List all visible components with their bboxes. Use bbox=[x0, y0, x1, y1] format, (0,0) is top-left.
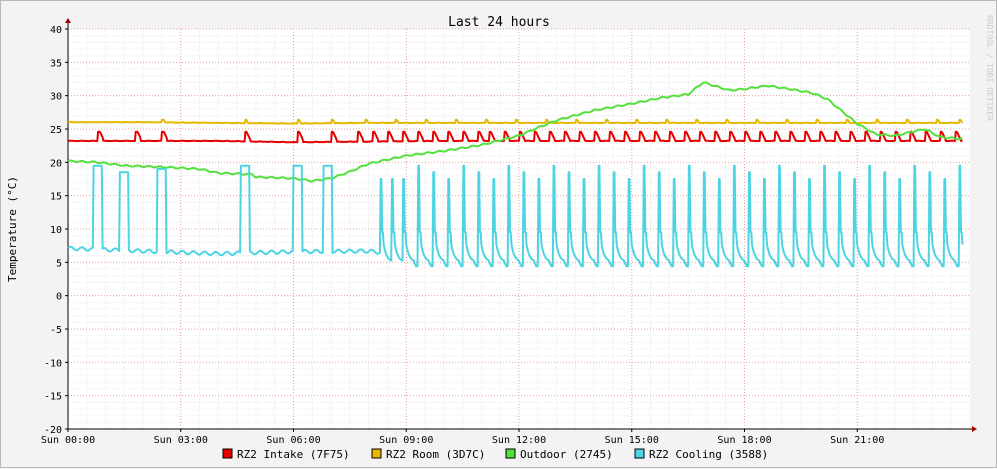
legend-swatch bbox=[505, 448, 516, 459]
y-tick-label: 30 bbox=[50, 92, 62, 103]
y-tick-label: 0 bbox=[56, 292, 62, 303]
series-line-rz2-room-3d7c bbox=[67, 118, 964, 125]
x-tick-label: Sun 21:00 bbox=[830, 435, 884, 446]
x-tick-label: Sun 12:00 bbox=[492, 435, 546, 446]
series-lines bbox=[67, 81, 964, 268]
y-axis-label: Temperature (°C) bbox=[6, 176, 19, 282]
series-line-outdoor-2745 bbox=[67, 81, 963, 183]
x-tick-label: Sun 03:00 bbox=[154, 435, 208, 446]
legend-swatch bbox=[371, 448, 382, 459]
y-tick-label: 10 bbox=[50, 225, 62, 236]
legend-swatch bbox=[634, 448, 645, 459]
legend: RZ2 Intake (7F75) RZ2 Room (3D7C) Outdoor … bbox=[222, 448, 768, 461]
chart-title: Last 24 hours bbox=[448, 15, 550, 30]
y-tick-label: 5 bbox=[56, 258, 62, 269]
x-tick-label: Sun 15:00 bbox=[605, 435, 659, 446]
y-tick-label: -15 bbox=[44, 392, 62, 403]
legend-swatch bbox=[222, 448, 233, 459]
x-tick-labels: Sun 00:00 Sun 03:00 Sun 06:00 Sun 09:00 Sun … bbox=[41, 429, 884, 446]
y-tick-label: 20 bbox=[50, 158, 62, 169]
x-tick-label: Sun 09:00 bbox=[379, 435, 433, 446]
watermark: RRDTOOL / TOBI OETIKER bbox=[985, 15, 994, 121]
y-axis-arrow bbox=[65, 18, 71, 23]
series-line-rz2-cooling-3588 bbox=[67, 164, 964, 268]
y-tick-label: -20 bbox=[44, 425, 62, 436]
x-tick-label: Sun 18:00 bbox=[717, 435, 771, 446]
y-tick-label: -10 bbox=[44, 358, 62, 369]
legend-label: RZ2 Intake (7F75) bbox=[237, 448, 350, 461]
series-line-rz2-intake-7f75 bbox=[67, 130, 963, 144]
y-tick-label: 25 bbox=[50, 125, 62, 136]
x-axis-arrow bbox=[972, 426, 977, 432]
y-tick-label: 35 bbox=[50, 58, 62, 69]
y-tick-label: 40 bbox=[50, 25, 62, 36]
legend-label: RZ2 Room (3D7C) bbox=[386, 448, 485, 461]
legend-label: Outdoor (2745) bbox=[520, 448, 613, 461]
x-tick-label: Sun 06:00 bbox=[266, 435, 320, 446]
y-tick-label: -5 bbox=[50, 325, 62, 336]
y-tick-label: 15 bbox=[50, 192, 62, 203]
x-tick-label: Sun 00:00 bbox=[41, 435, 95, 446]
legend-label: RZ2 Cooling (3588) bbox=[649, 448, 768, 461]
y-tick-labels: 40 35 30 25 20 15 10 5 0 -5 -10 -15 -20 bbox=[44, 25, 68, 436]
axes bbox=[65, 18, 977, 432]
